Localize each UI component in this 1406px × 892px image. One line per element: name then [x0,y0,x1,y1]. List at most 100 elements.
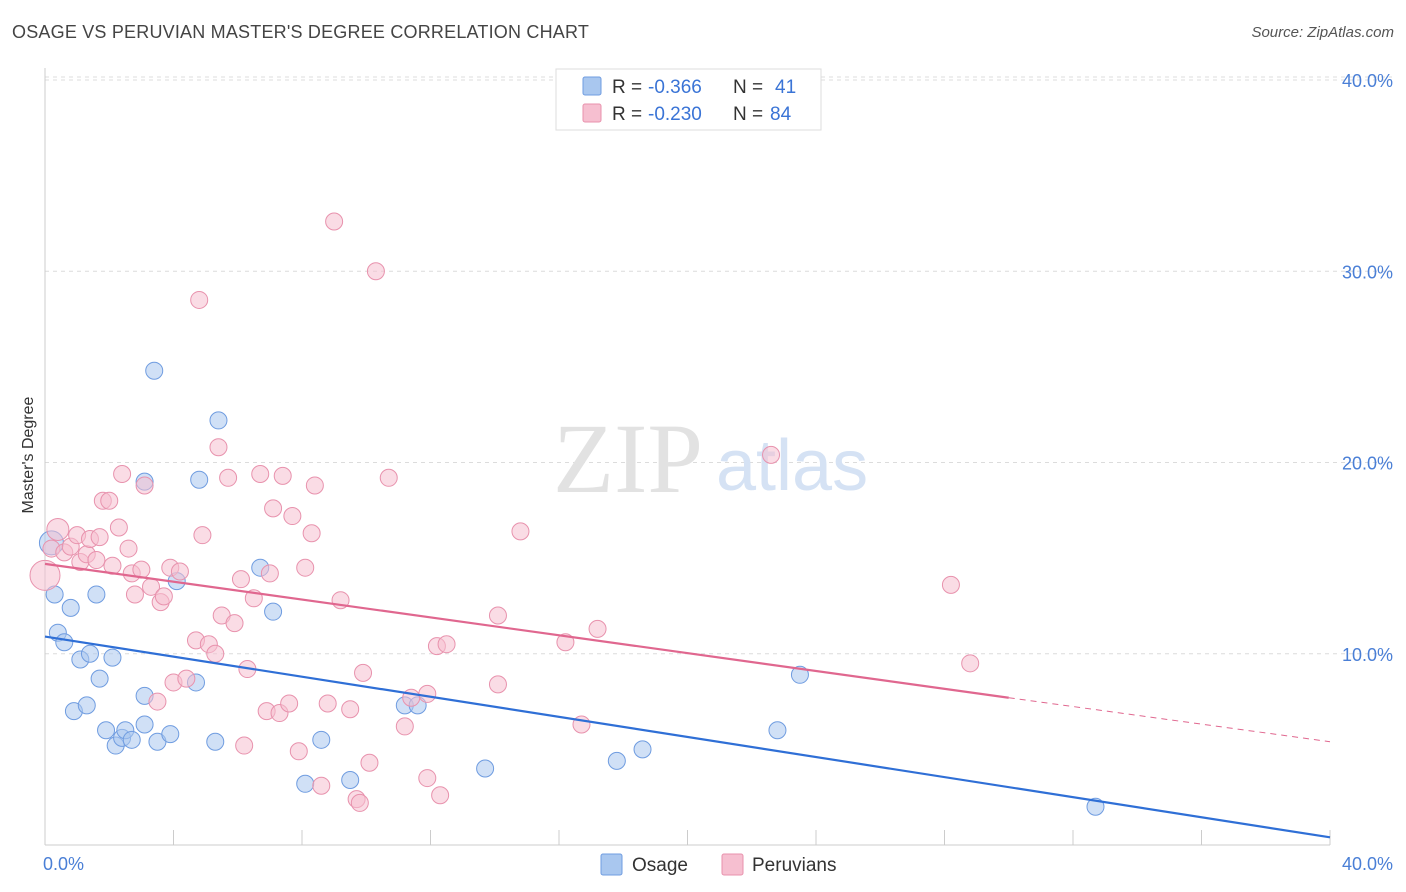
data-point [193,526,212,545]
data-point [312,776,331,795]
data-point [312,730,331,749]
data-point [29,559,61,591]
axes [44,68,1331,846]
y-tick-label: 30.0% [1342,262,1393,282]
legend-swatch-peruvians [582,103,602,123]
watermark: ZIP atlas [553,403,868,514]
data-point [206,732,225,751]
data-point [768,721,787,740]
y-tick-labels: 10.0% 20.0% 30.0% 40.0% [1342,71,1393,665]
data-point [437,635,456,654]
data-point [360,753,379,772]
data-point [235,736,254,755]
data-point [296,558,315,577]
watermark-atlas: atlas [716,426,868,506]
data-point [302,524,321,543]
data-point [87,585,106,604]
data-point [488,675,507,694]
trend-lines [44,562,1331,839]
data-point [264,602,283,621]
data-point [790,665,809,684]
data-point [80,644,99,663]
data-point [762,445,781,464]
data-point [225,614,244,633]
data-point [97,721,116,740]
data-point [231,570,250,589]
data-point [280,694,299,713]
data-point [354,663,373,682]
data-point [260,564,279,583]
y-tick-label: 20.0% [1342,454,1393,474]
data-point [588,619,607,638]
data-point [135,715,154,734]
x-tick-label: 0.0% [43,854,84,874]
data-point [206,644,225,663]
data-point [145,361,164,380]
data-point [148,692,167,711]
data-point [90,528,109,547]
legend-label-osage: Osage [632,855,688,876]
data-point [100,491,119,510]
data-point [961,654,980,673]
legend-r-label: R = [612,104,642,125]
trend-line-peruvians-extension [1008,697,1331,743]
data-point [395,717,414,736]
data-point [488,606,507,625]
data-point [366,262,385,281]
data-point [113,464,132,483]
data-point [190,470,209,489]
data-point [431,786,450,805]
data-point [161,725,180,744]
data-point [219,468,238,487]
legend-swatch-osage [600,853,623,876]
data-point [350,793,369,812]
gridlines [45,76,1392,655]
data-point [379,468,398,487]
data-point [941,575,960,594]
data-point [476,759,495,778]
legend-swatch-peruvians [721,853,744,876]
data-point [109,518,128,537]
data-point [318,694,337,713]
data-point [209,411,228,430]
data-point [511,522,530,541]
data-point [556,633,575,652]
y-tick-label: 10.0% [1342,645,1393,665]
x-tick-label: 40.0% [1342,854,1393,874]
legend-n-label: N = [733,77,763,98]
data-point [296,774,315,793]
data-point [154,587,173,606]
data-point [325,212,344,231]
data-point [341,700,360,719]
data-point [289,742,308,761]
legend-swatch-osage [582,76,602,96]
data-point [341,770,360,789]
data-point [273,466,292,485]
y-tick-label: 40.0% [1342,71,1393,91]
data-point [119,539,138,558]
data-point [190,290,209,309]
data-point [46,517,70,541]
data-point [305,476,324,495]
data-point [264,499,283,518]
data-point [633,740,652,759]
legend-stats: R = -0.366 N = 41 R = -0.230 N = 84 [555,68,822,131]
data-point [122,730,141,749]
data-point [135,476,154,495]
legend-n-value: 84 [770,104,792,125]
data-point [418,684,437,703]
chart-title: OSAGE VS PERUVIAN MASTER'S DEGREE CORREL… [12,22,590,42]
data-point [87,551,106,570]
data-point [61,598,80,617]
x-tick-labels: 0.0% 40.0% [43,854,1393,874]
legend-n-label: N = [733,104,763,125]
data-point [283,507,302,526]
watermark-zip: ZIP [553,403,703,514]
series-peruvians [29,212,980,812]
legend-label-peruvians: Peruvians [752,855,837,876]
legend-r-value: -0.366 [648,77,702,98]
data-point [125,585,144,604]
chart-source: Source: ZipAtlas.com [1251,24,1394,41]
data-point [103,648,122,667]
